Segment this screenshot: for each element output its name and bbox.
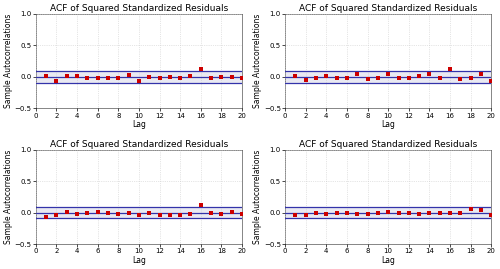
Title: ACF of Squared Standardized Residuals: ACF of Squared Standardized Residuals [50,140,228,149]
Y-axis label: Sample Autocorrelations: Sample Autocorrelations [4,14,13,108]
Title: ACF of Squared Standardized Residuals: ACF of Squared Standardized Residuals [50,4,228,13]
X-axis label: Lag: Lag [382,120,395,129]
Bar [285,207,492,218]
X-axis label: Lag: Lag [132,256,146,265]
Y-axis label: Sample Autocorrelations: Sample Autocorrelations [254,14,262,108]
X-axis label: Lag: Lag [382,256,395,265]
Y-axis label: Sample Autocorrelations: Sample Autocorrelations [254,150,262,244]
Title: ACF of Squared Standardized Residuals: ACF of Squared Standardized Residuals [299,140,478,149]
Y-axis label: Sample Autocorrelations: Sample Autocorrelations [4,150,13,244]
X-axis label: Lag: Lag [132,120,146,129]
Title: ACF of Squared Standardized Residuals: ACF of Squared Standardized Residuals [299,4,478,13]
Bar [36,71,242,83]
Bar [285,71,492,83]
Bar [36,207,242,218]
